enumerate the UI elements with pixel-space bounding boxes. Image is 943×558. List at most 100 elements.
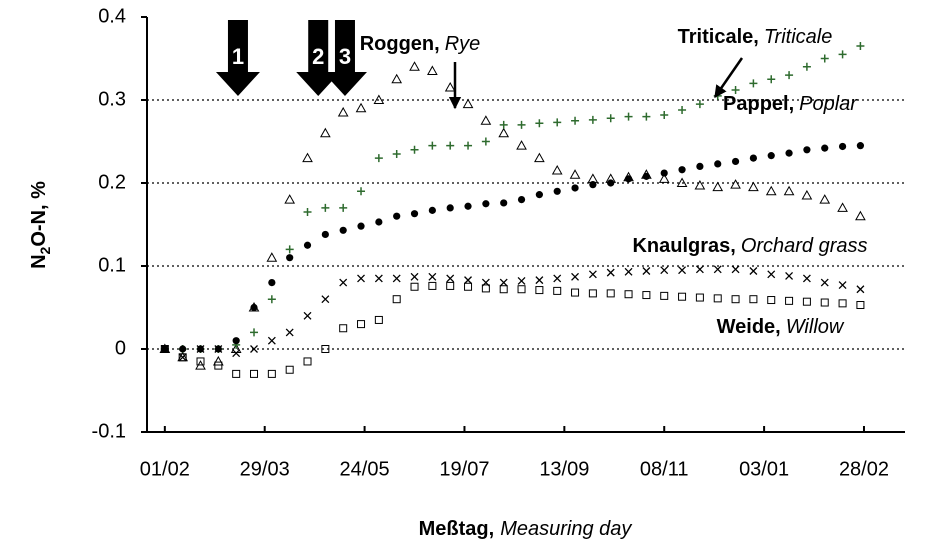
point [303,357,312,366]
point [410,145,419,154]
point [160,345,169,353]
y-axis-title-sub: 2 [37,246,53,254]
point [658,173,670,183]
point [534,152,545,163]
point [588,289,597,298]
point [749,79,758,88]
point [482,200,490,208]
point [319,127,331,138]
point [303,208,312,217]
point [285,328,294,337]
point [178,353,187,362]
point [535,119,544,128]
point [571,288,580,297]
y-axis-title-part: N [28,254,50,268]
point [767,296,776,305]
point [606,268,615,277]
point [856,285,865,294]
point [517,196,526,204]
point [749,267,758,275]
point [571,184,579,192]
point [339,278,348,287]
y-axis-title-part: O-N, % [28,181,50,247]
point [588,115,597,124]
pointer-arrow [713,57,744,99]
point [446,281,455,290]
point [267,336,276,345]
series-name: Triticale, [678,26,759,48]
point [571,272,580,281]
point [250,345,258,353]
point [676,177,688,187]
point [212,355,224,366]
point [553,286,562,295]
point [820,298,829,307]
point [339,324,348,333]
point [500,199,508,207]
x-tick-label: 19/07 [439,458,489,480]
point [678,266,687,275]
point [624,290,633,299]
point [695,265,704,274]
series-translation: Orchard grass [741,235,868,257]
series [160,265,865,362]
point [765,185,777,196]
point [516,140,527,150]
series-name: Weide, [717,316,781,338]
point [499,285,508,294]
point [838,142,847,151]
point [624,112,633,121]
point [464,282,473,291]
point [606,114,615,123]
point [856,142,865,150]
point [481,137,490,146]
point [517,285,526,294]
y-tick-label: 0.3 [98,88,126,110]
point [569,169,581,179]
series-label: Knaulgras, Orchard grass [632,235,867,257]
point [392,274,401,283]
point [767,152,775,160]
point [553,274,562,283]
point [339,203,348,212]
point [820,54,829,63]
x-tick-label: 08/11 [640,458,689,480]
point [428,281,437,290]
point [284,194,296,204]
point [730,179,741,189]
point [785,272,794,280]
point [286,254,294,262]
point [695,293,704,302]
point [660,110,669,119]
point [160,345,169,353]
x-tick-label: 13/09 [539,458,589,480]
point [712,181,724,192]
point [357,320,366,329]
point [321,203,330,212]
point [748,181,759,192]
point [731,86,740,95]
point [553,187,561,195]
point [694,179,706,190]
point [713,294,722,303]
point [410,282,419,291]
point [267,369,276,378]
series-translation: Rye [445,33,481,55]
point [819,194,831,204]
point [464,202,472,210]
point [678,292,687,301]
point [267,295,276,304]
point [802,62,811,71]
point [571,116,580,125]
point [178,353,187,362]
x-tick-label: 24/05 [340,458,390,480]
point [268,279,276,287]
point [838,299,847,308]
point [410,210,419,218]
point [589,181,597,189]
point [731,295,740,304]
point [696,162,704,170]
point [498,127,510,138]
point [337,106,349,117]
point [250,328,259,337]
